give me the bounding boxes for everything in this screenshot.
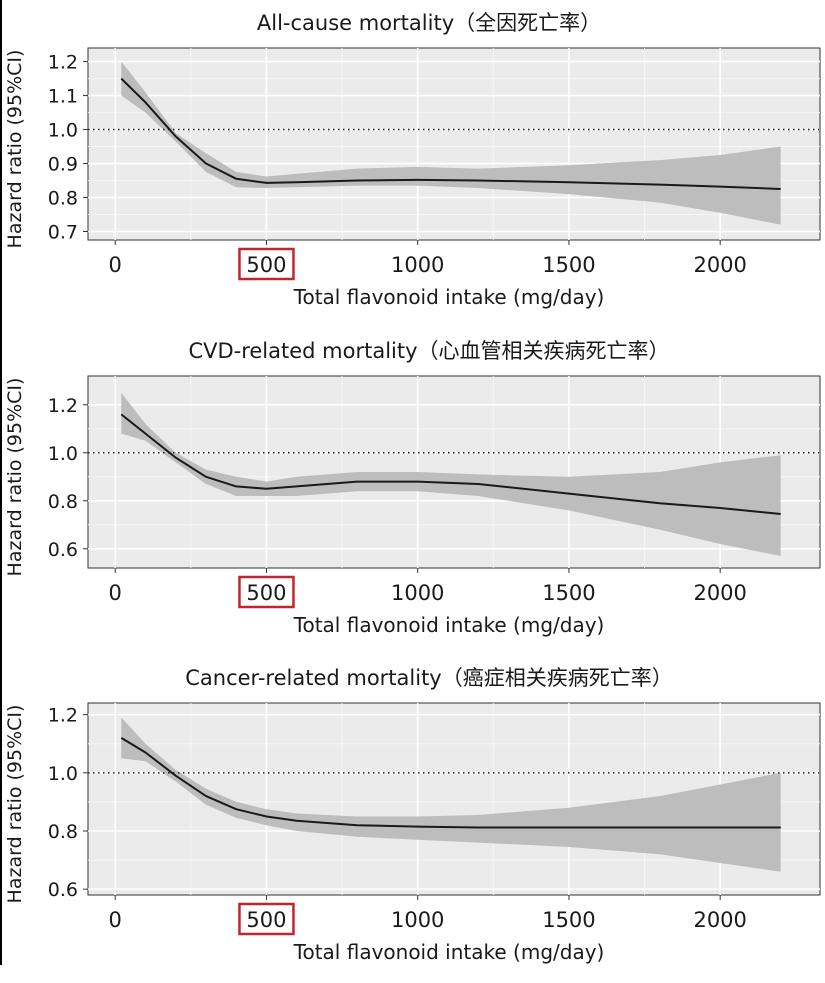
x-tick-label: 1500 (542, 253, 595, 277)
y-tick-label: 0.9 (48, 154, 78, 176)
y-tick-label: 1.0 (48, 763, 78, 785)
x-tick-label: 1000 (391, 581, 444, 605)
chart-svg-cvd: CVD-related mortality（心血管相关疾病死亡率） 0.6 0.8 1… (4, 339, 821, 637)
y-tick-label: 1.0 (48, 443, 78, 465)
chart-panel-cvd: CVD-related mortality（心血管相关疾病死亡率） 0.6 0.8 1… (0, 328, 825, 648)
x-tick-label: 1000 (391, 908, 444, 932)
plot-background (87, 47, 821, 241)
x-tick-label: 1000 (391, 253, 444, 277)
y-tick-label: 0.6 (48, 539, 78, 561)
x-axis-label: Total flavonoid intake (mg/day) (293, 613, 605, 637)
highlight-box-500 (238, 902, 295, 936)
x-tick-label: 0 (109, 253, 122, 277)
y-tick-label: 1.0 (48, 120, 78, 142)
chart-title: CVD-related mortality（心血管相关疾病死亡率） (188, 339, 669, 363)
x-axis-label: Total flavonoid intake (mg/day) (293, 285, 605, 309)
left-border-rule (0, 0, 2, 965)
highlight-box-500 (238, 247, 295, 281)
highlight-box-500 (238, 575, 295, 609)
y-axis-label: Hazard ratio (95%CI) (4, 378, 26, 577)
chart-panel-all-cause: All-cause mortality（全因死亡率） 0.7 0.8 0.9 1.0 1.… (0, 0, 825, 320)
x-tick-label: 0 (109, 581, 122, 605)
hazard-ratio-line-series-0 (120, 737, 781, 829)
chart-title: Cancer-related mortality（癌症相关疾病死亡率） (185, 666, 673, 690)
x-axis-label: Total flavonoid intake (mg/day) (293, 940, 605, 964)
y-axis-label: Hazard ratio (95%CI) (4, 50, 26, 249)
x-tick-label: 1500 (542, 908, 595, 932)
y-axis-label: Hazard ratio (95%CI) (4, 705, 26, 904)
x-tick-label: 500 (246, 908, 286, 932)
y-tick-label: 1.2 (48, 705, 78, 727)
chart-svg-all-cause: All-cause mortality（全因死亡率） 0.7 0.8 0.9 1.0 1.… (4, 11, 821, 309)
x-tick-label: 500 (246, 581, 286, 605)
y-tick-label: 0.8 (48, 188, 78, 210)
x-tick-label: 1500 (542, 581, 595, 605)
hazard-ratio-line-series-0 (120, 413, 781, 515)
x-tick-label: 500 (246, 253, 286, 277)
y-tick-label: 1.1 (48, 86, 78, 108)
y-tick-label: 1.2 (48, 395, 78, 417)
chart-svg-cancer: Cancer-related mortality（癌症相关疾病死亡率） 0.6 0.… (4, 666, 821, 964)
x-tick-label: 2000 (693, 253, 746, 277)
y-tick-label: 0.8 (48, 821, 78, 843)
hazard-ratio-line-series-0 (120, 77, 781, 190)
confidence-band-series-0 (121, 717, 781, 872)
x-tick-label: 2000 (693, 908, 746, 932)
y-tick-label: 0.6 (48, 879, 78, 901)
confidence-band-series-0 (121, 392, 781, 556)
chart-panel-cancer: Cancer-related mortality（癌症相关疾病死亡率） 0.6 0.… (0, 655, 825, 975)
x-tick-label: 0 (109, 908, 122, 932)
y-tick-label: 0.8 (48, 491, 78, 513)
y-tick-label: 0.7 (48, 222, 78, 244)
chart-title: All-cause mortality（全因死亡率） (257, 11, 601, 35)
x-tick-label: 2000 (693, 581, 746, 605)
y-tick-label: 1.2 (48, 52, 78, 74)
